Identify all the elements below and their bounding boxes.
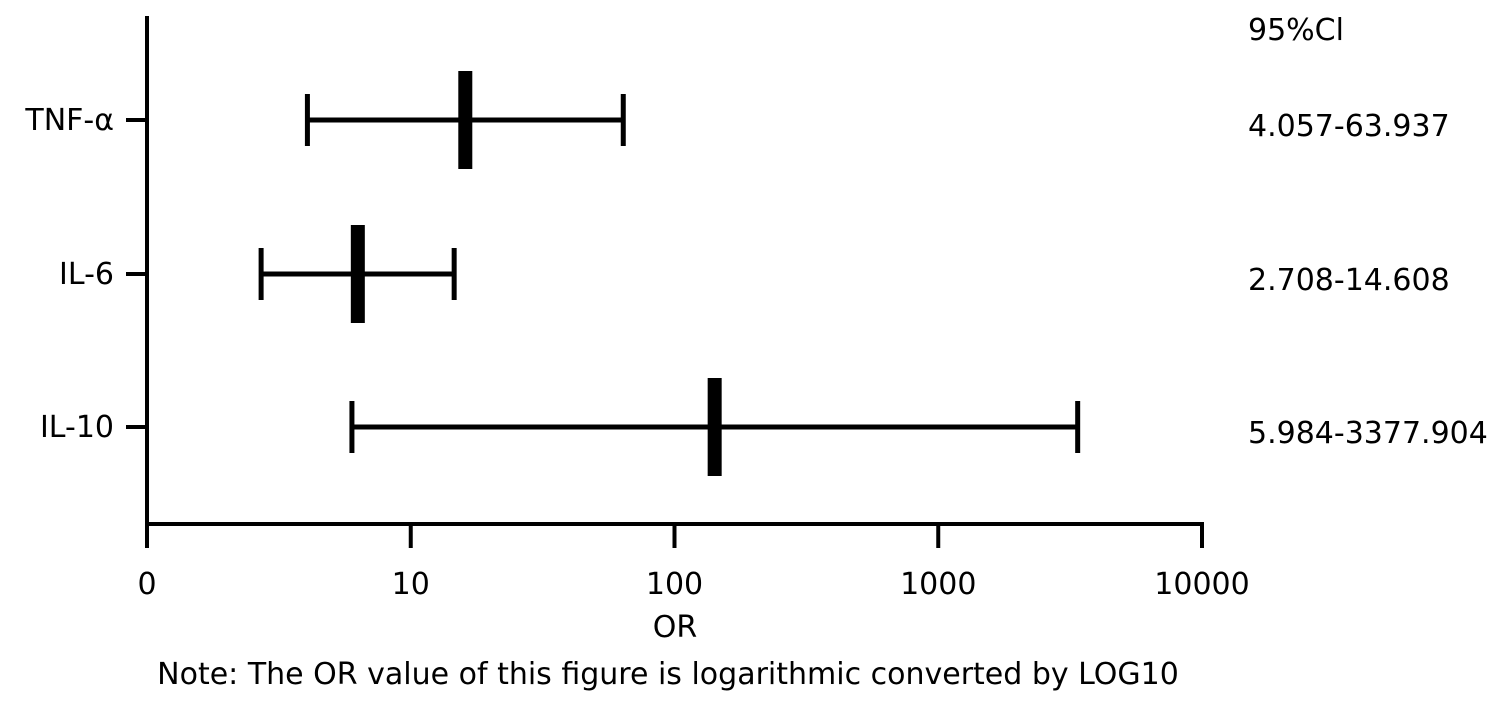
ci-value-label: 4.057-63.937 (1248, 109, 1450, 144)
forest-row: TNF-α 4.057-63.937 (24, 71, 1450, 169)
ci-header: 95%Cl (1248, 13, 1344, 48)
forest-row: IL-10 5.984-3377.904 (40, 378, 1488, 476)
or-point-marker (458, 71, 473, 169)
forest-rows: TNF-α 4.057-63.937 IL-6 2.708-14.608 IL-10 5.… (24, 71, 1488, 476)
x-tick-label: 10 (392, 567, 430, 602)
x-tick-label: 1000 (900, 567, 976, 602)
forest-row: IL-6 2.708-14.608 (59, 225, 1450, 323)
x-axis-label: OR (653, 610, 697, 645)
row-label: TNF-α (24, 103, 114, 138)
or-point-marker (707, 378, 722, 476)
or-point-marker (350, 225, 365, 323)
row-label: IL-10 (40, 410, 114, 445)
x-tick-label: 10000 (1154, 567, 1249, 602)
ci-value-label: 5.984-3377.904 (1248, 416, 1488, 451)
axes (145, 16, 1204, 526)
figure-note: Note: The OR value of this figure is log… (157, 657, 1179, 692)
x-ticks: 0 10 100 1000 10000 (137, 524, 1250, 602)
ci-value-label: 2.708-14.608 (1248, 263, 1450, 298)
x-tick-label: 100 (646, 567, 703, 602)
x-tick-label: 0 (137, 567, 156, 602)
row-label: IL-6 (59, 257, 114, 292)
